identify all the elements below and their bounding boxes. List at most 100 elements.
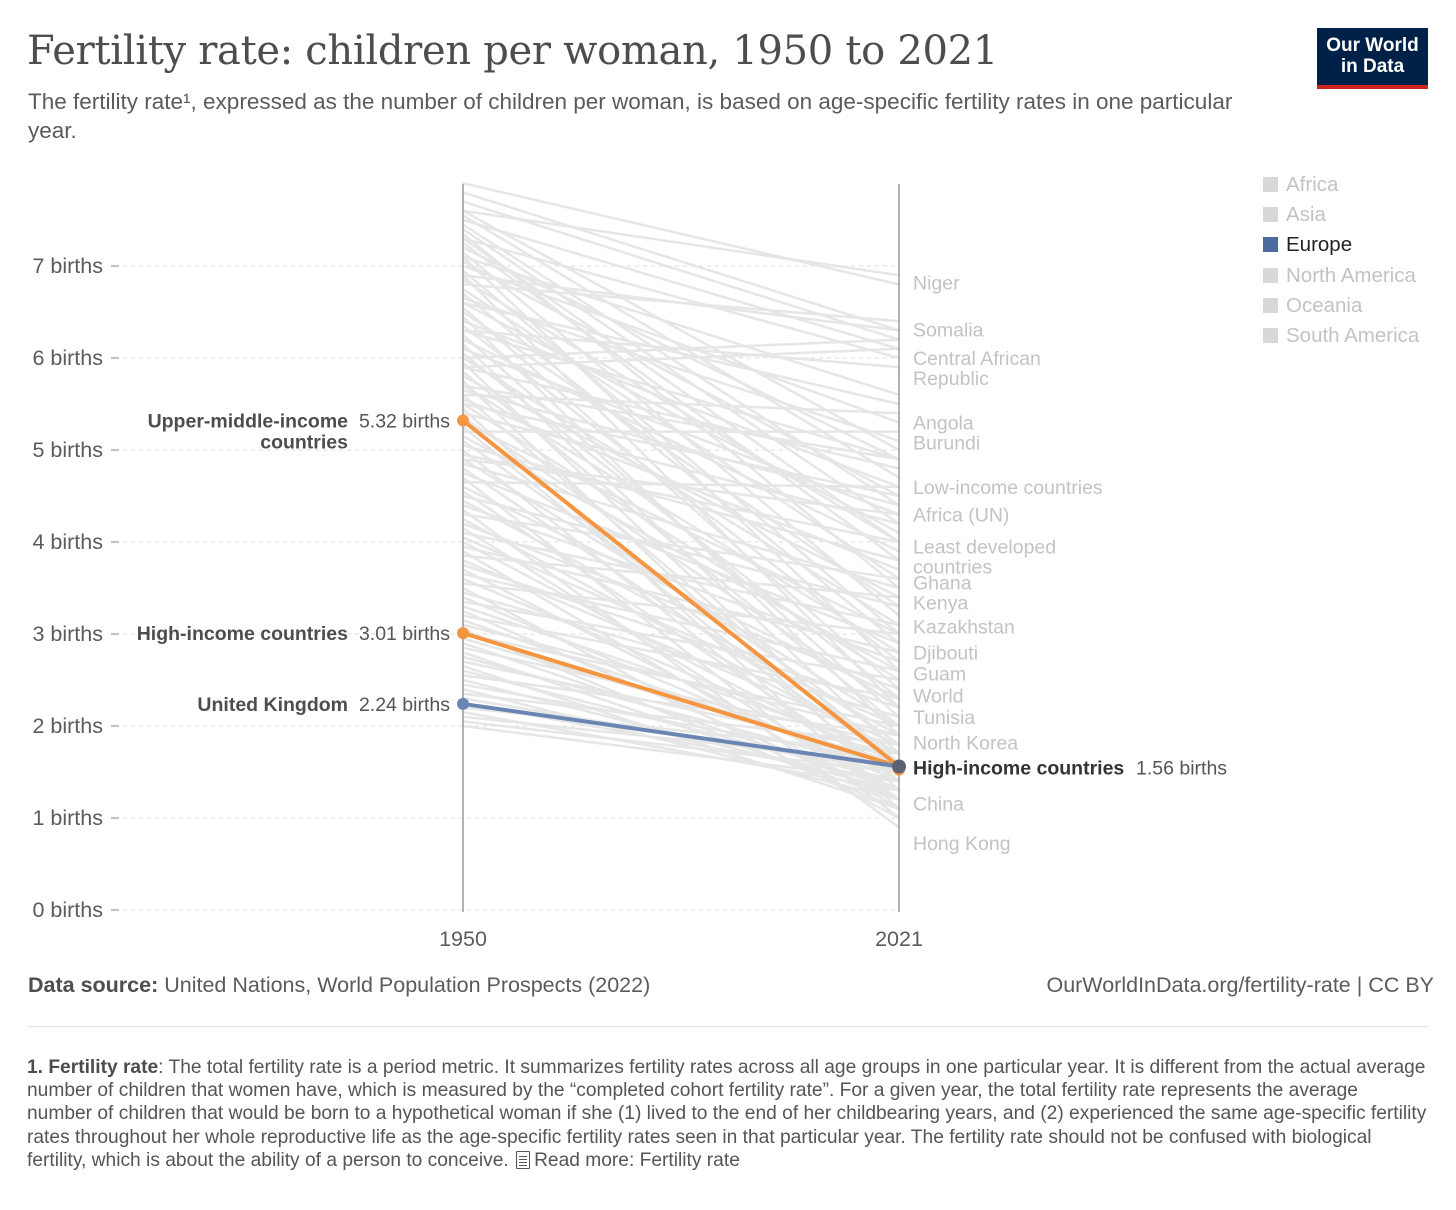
grid-layer: 0 births 1 births 2 births 3 births 4 births…: [32, 254, 900, 922]
footnote-label: 1. Fertility rate: [27, 1057, 159, 1078]
series-value-label: 3.01 births: [359, 623, 450, 645]
y-tick-label: 2 births: [32, 714, 103, 738]
series-value-label: 5.32 births: [359, 411, 450, 433]
document-icon: [516, 1150, 531, 1169]
chart-subtitle: The fertility rate¹, expressed as the nu…: [28, 89, 1233, 143]
background-line: [461, 513, 901, 581]
country-label: Kazakhstan: [913, 617, 1015, 639]
background-line: [461, 237, 901, 544]
legend-item-south-america[interactable]: South America: [1263, 321, 1419, 351]
background-line: [461, 444, 901, 562]
country-label: Ghana: [913, 572, 972, 594]
legend-item-asia[interactable]: Asia: [1263, 200, 1419, 230]
end-series-value-label: 1.56 births: [1136, 757, 1227, 779]
data-source-label: Data source:: [28, 973, 159, 997]
country-label: Low-income countries: [913, 477, 1103, 499]
legend-swatch: [1263, 297, 1278, 313]
legend-swatch: [1263, 267, 1278, 283]
series-line: [461, 701, 901, 769]
background-line: [461, 218, 901, 351]
country-label: Somalia: [913, 319, 984, 341]
series-line: [461, 631, 901, 769]
footnote: 1. Fertility rate: The total fertility r…: [27, 1056, 1427, 1172]
background-line: [461, 181, 901, 286]
data-source: Data source: United Nations, World Popul…: [28, 973, 650, 998]
end-series-name-label: High-income countries: [913, 757, 1124, 779]
background-line: [461, 347, 901, 369]
background-line: [461, 421, 901, 636]
series-name-label: United Kingdom: [197, 694, 348, 716]
background-line: [461, 531, 901, 627]
country-label: Guam: [913, 664, 966, 686]
background-line: [461, 200, 901, 341]
chart-title: Fertility rate: children per woman, 1950…: [27, 28, 998, 74]
background-line: [461, 434, 901, 673]
background-line: [461, 255, 901, 673]
legend-swatch: [1263, 328, 1278, 344]
background-line: [461, 301, 901, 406]
source-url[interactable]: OurWorldInData.org/fertility-rate | CC B…: [1046, 973, 1434, 997]
logo-line-2: in Data: [1340, 56, 1405, 77]
background-line: [461, 365, 901, 470]
background-line: [461, 278, 901, 544]
legend-label: North America: [1286, 263, 1416, 287]
footnote-text: : The total fertility rate is a period m…: [27, 1057, 1427, 1171]
background-line: [461, 641, 901, 792]
legend-item-oceania[interactable]: Oceania: [1263, 291, 1419, 321]
country-label: Least developed countries: [913, 537, 1056, 579]
y-tick-label: 6 births: [32, 346, 103, 370]
background-line: [461, 384, 901, 461]
background-line: [461, 480, 901, 489]
read-more-link[interactable]: Read more: Fertility rate: [534, 1149, 740, 1171]
background-line: [461, 237, 901, 360]
background-line: [461, 554, 901, 599]
background-line: [461, 674, 901, 737]
legend-item-north-america[interactable]: North America: [1263, 261, 1419, 291]
background-line: [461, 536, 901, 728]
legend-item-africa[interactable]: Africa: [1263, 170, 1419, 200]
background-line: [461, 269, 901, 636]
background-line: [461, 241, 901, 562]
country-label: Central African Republic: [913, 348, 1041, 390]
background-line: [461, 255, 901, 397]
country-label: North Korea: [913, 733, 1018, 755]
legend-label: South America: [1286, 324, 1420, 348]
background-line: [461, 425, 901, 783]
x-tick-label: 2021: [875, 927, 923, 951]
background-line: [461, 687, 901, 801]
background-line: [461, 614, 901, 700]
background-line: [461, 402, 901, 498]
y-tick-label: 5 births: [32, 438, 103, 462]
country-label: Niger: [913, 273, 960, 295]
legend-label: Europe: [1286, 233, 1353, 257]
country-label: Burundi: [913, 433, 980, 455]
background-line: [461, 724, 901, 783]
background-line: [461, 545, 901, 654]
country-label: Africa (UN): [913, 504, 1009, 526]
background-line: [461, 683, 901, 765]
background-line: [461, 209, 901, 277]
background-line: [461, 692, 901, 746]
y-tick-label: 0 births: [32, 898, 103, 922]
background-line: [461, 591, 901, 719]
series-name-label: Upper-middle-income countries: [148, 411, 349, 454]
x-tick-label: 1950: [439, 927, 487, 951]
background-line: [461, 260, 901, 498]
background-line: [461, 329, 901, 461]
owid-logo[interactable]: Our World in Data: [1317, 28, 1428, 89]
background-line: [461, 646, 901, 746]
region-legend: Africa Asia Europe North America Oceania…: [1263, 170, 1419, 351]
background-line: [461, 384, 901, 654]
legend-item-europe[interactable]: Europe: [1263, 230, 1419, 260]
background-line: [461, 572, 901, 673]
year-axes: 1950 2021: [439, 184, 923, 951]
country-label: Hong Kong: [913, 833, 1011, 855]
country-label: Tunisia: [913, 707, 975, 729]
legend-swatch: [1263, 237, 1278, 253]
y-tick-label: 4 births: [32, 530, 103, 554]
data-source-text[interactable]: United Nations, World Population Prospec…: [164, 973, 651, 997]
country-label: China: [913, 793, 964, 815]
legend-swatch: [1263, 207, 1278, 223]
series-start-point: [457, 697, 469, 710]
background-line: [461, 324, 901, 663]
